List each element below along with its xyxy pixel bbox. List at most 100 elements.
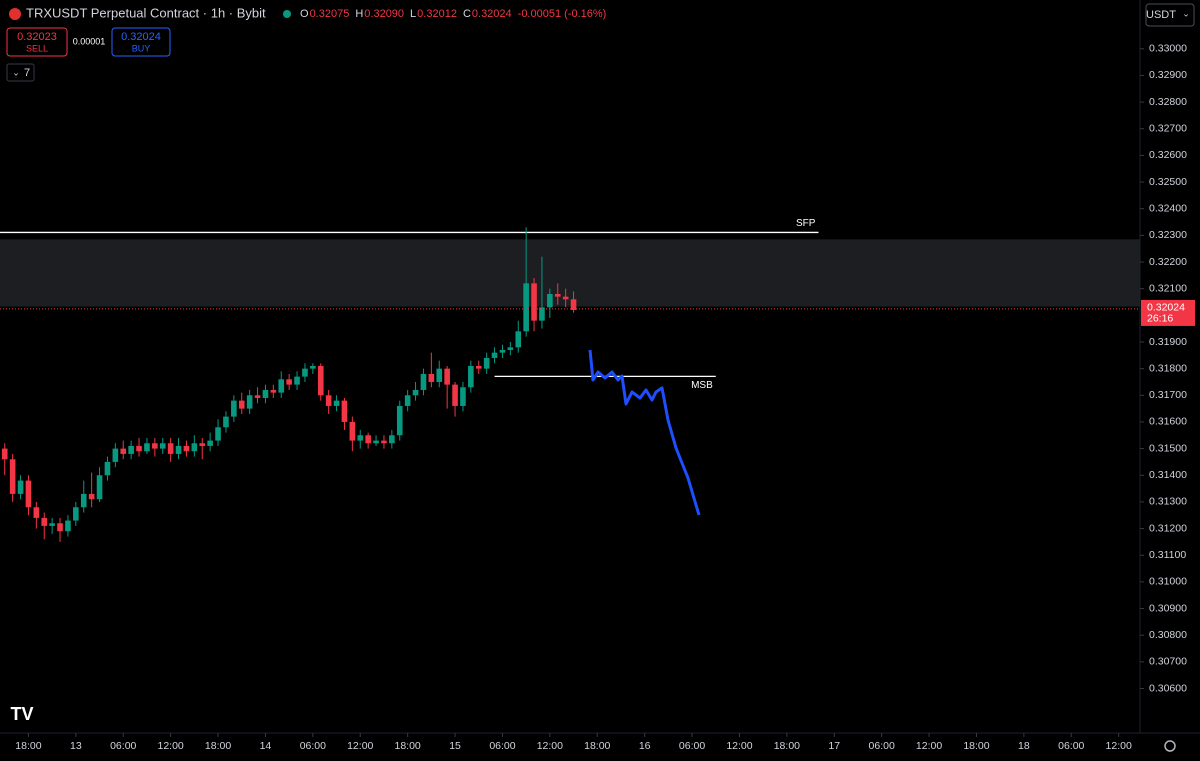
candle-body — [41, 517, 48, 526]
candle-body — [128, 445, 134, 454]
candle-body — [554, 293, 561, 297]
candle-body — [57, 523, 63, 532]
y-tick-label: 0.32800 — [1149, 96, 1187, 108]
sell-button[interactable] — [6, 27, 68, 57]
candle-body — [73, 507, 79, 521]
candle-body — [547, 293, 553, 308]
candle-body — [515, 331, 522, 348]
y-tick-label: 0.31400 — [1149, 469, 1187, 481]
candle-body — [231, 400, 237, 417]
currency-button[interactable] — [1145, 3, 1195, 27]
y-tick-label: 0.30700 — [1149, 656, 1187, 668]
candle-body — [136, 445, 142, 452]
candle-body — [531, 283, 537, 321]
candle-body — [33, 507, 40, 518]
candle-body — [183, 445, 190, 452]
annotation-label: MSB — [691, 380, 713, 391]
candle-body — [428, 373, 435, 382]
candle-body — [286, 379, 292, 385]
ohlc-open: 0.32075 — [310, 8, 350, 20]
candle-body — [104, 461, 111, 476]
x-tick-label: 13 — [70, 740, 82, 752]
chevron: ⌄ — [12, 67, 20, 77]
candle-body — [175, 445, 182, 454]
candle-body — [412, 389, 419, 396]
last-price-label: 0.32024 — [1147, 302, 1185, 314]
candle-body — [349, 421, 356, 441]
candle-body — [167, 443, 174, 454]
candle-body — [191, 443, 198, 452]
y-tick-label: 0.31600 — [1149, 416, 1187, 428]
ohlc-l-label: L — [410, 8, 416, 20]
y-tick-label: 0.30900 — [1149, 602, 1187, 614]
y-tick-label: 0.31700 — [1149, 389, 1187, 401]
candle-body — [112, 448, 119, 462]
candle-body — [436, 368, 443, 382]
candle-body — [278, 379, 285, 393]
y-tick-label: 0.30800 — [1149, 629, 1187, 641]
x-tick-label: 12:00 — [916, 740, 942, 752]
candle-body — [199, 443, 206, 446]
ohlc-close: 0.32024 — [472, 8, 512, 20]
candle-body — [373, 440, 379, 444]
y-tick-label: 0.31000 — [1149, 576, 1187, 588]
buy-button[interactable] — [111, 27, 171, 57]
y-tick-label: 0.32400 — [1149, 202, 1187, 214]
y-tick-label: 0.31100 — [1149, 549, 1186, 561]
symbol-icon — [9, 8, 21, 20]
ohlc-change: -0.00051 (-0.16%) — [518, 8, 607, 20]
chevron: ⌄ — [1182, 8, 1190, 18]
x-tick-label: 18:00 — [584, 740, 610, 752]
y-tick-label: 0.32300 — [1149, 229, 1187, 241]
x-tick-label: 12:00 — [347, 740, 373, 752]
y-tick-label: 0.32500 — [1149, 176, 1187, 188]
x-tick-label: 06:00 — [110, 740, 136, 752]
x-tick-label: 06:00 — [869, 740, 895, 752]
candle-body — [389, 435, 395, 444]
buy-price: 0.32024 — [121, 31, 161, 43]
x-tick-label: 06:00 — [489, 740, 515, 752]
y-tick-label: 0.33000 — [1149, 43, 1187, 55]
candle-body — [396, 405, 403, 436]
x-tick-label: 18:00 — [395, 740, 421, 752]
candle-body — [80, 493, 87, 508]
candle-body — [444, 368, 450, 385]
candle-body — [381, 440, 387, 444]
candle-body — [120, 448, 127, 454]
ohlc-header: O 0.32075 H 0.32090 L 0.32012 C 0.32024 -0.00051… — [300, 8, 606, 20]
candle-body — [223, 416, 229, 428]
candle-body — [365, 435, 371, 444]
candle-body — [333, 400, 340, 406]
candle-body — [49, 523, 55, 526]
candle-body — [460, 387, 466, 406]
last-price-box — [1141, 299, 1195, 326]
candle-body — [262, 389, 269, 398]
indicator-toggle[interactable] — [6, 63, 35, 82]
x-tick-label: 18 — [1018, 740, 1030, 752]
x-tick-label: 18:00 — [963, 740, 989, 752]
logo: TV — [10, 704, 33, 724]
y-tick-label: 0.30600 — [1149, 682, 1187, 694]
candle-body — [404, 395, 411, 406]
y-tick-label: 0.32700 — [1149, 123, 1187, 135]
candle-body — [523, 283, 529, 332]
candle-body — [539, 307, 545, 321]
x-tick-label: 17 — [828, 740, 840, 752]
y-tick-label: 0.32900 — [1149, 69, 1187, 81]
ohlc-low: 0.32012 — [417, 8, 457, 20]
ohlc-high: 0.32090 — [364, 8, 404, 20]
settings-icon[interactable] — [1164, 740, 1176, 752]
candle-body — [468, 365, 474, 388]
symbol-title: TRXUSDT Perpetual Contract · 1h · Bybit — [26, 5, 266, 20]
candle-body — [341, 400, 348, 422]
candle-body — [88, 493, 95, 500]
candle-body — [96, 475, 103, 500]
x-tick-label: 18:00 — [205, 740, 231, 752]
ohlc-c-label: C — [463, 8, 471, 20]
candle-body — [452, 384, 458, 406]
candle-body — [317, 365, 324, 396]
y-tick-label: 0.31200 — [1149, 522, 1187, 534]
candle-body — [254, 395, 261, 398]
x-tick-label: 06:00 — [300, 740, 326, 752]
